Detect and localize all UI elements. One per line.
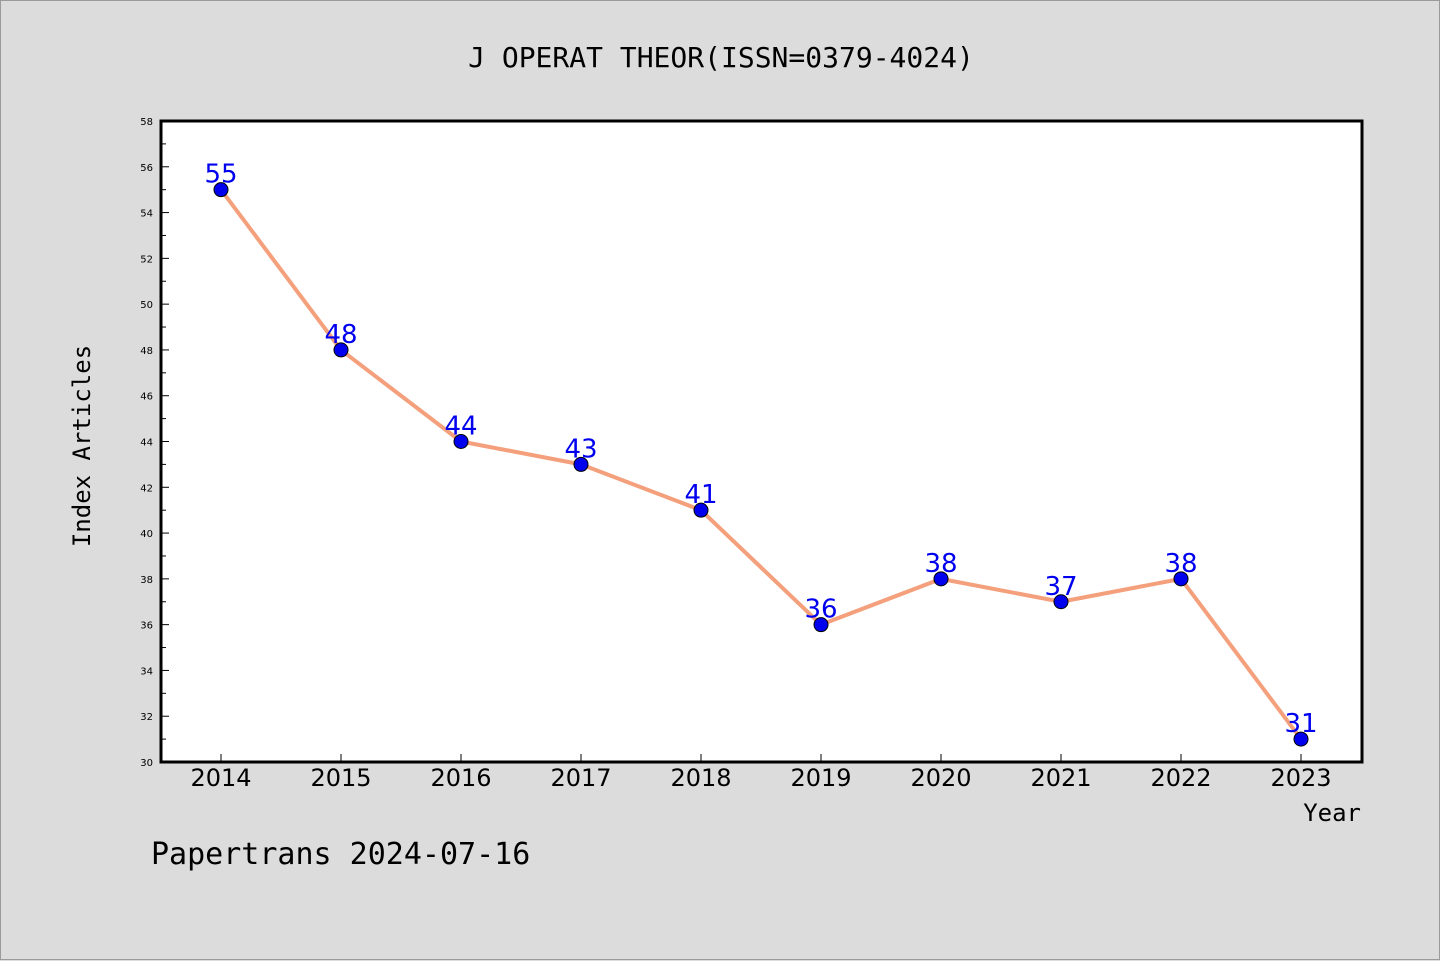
- y-tick-label: 38: [140, 575, 153, 586]
- x-axis: 2014 2015 2016 2017 2018 2019 2020 2021 2022 2023: [190, 754, 1332, 792]
- data-label: 31: [1284, 709, 1317, 739]
- data-points: [213, 182, 1309, 747]
- data-point: [573, 456, 589, 472]
- data-label: 38: [924, 549, 957, 579]
- data-point: [693, 502, 709, 518]
- y-tick-label: 36: [140, 621, 153, 632]
- y-tick-label: 58: [140, 117, 153, 128]
- data-label: 55: [204, 160, 237, 190]
- series-line: [219, 188, 1303, 741]
- y-tick-label: 46: [140, 392, 153, 403]
- data-point: [1053, 594, 1069, 610]
- x-tick-label: 2019: [790, 764, 851, 792]
- data-label: 43: [564, 434, 597, 464]
- data-point: [813, 617, 829, 633]
- x-tick-label: 2017: [550, 764, 611, 792]
- y-tick-label: 48: [140, 346, 153, 357]
- data-label: 38: [1164, 549, 1197, 579]
- data-labels: 55 48 44 43 41 36 38 37 38 31: [204, 160, 1317, 739]
- y-axis: 30 32 34 36 38 40 42 44 46 48 50 52 54 56 58: [140, 117, 169, 769]
- footer-stamp: Papertrans 2024-07-16: [151, 837, 530, 872]
- data-label: 44: [444, 412, 477, 442]
- plot-area: [159, 119, 1364, 764]
- x-tick-label: 2020: [910, 764, 971, 792]
- y-tick-label: 40: [140, 529, 153, 540]
- x-axis-label: Year: [1303, 799, 1361, 827]
- data-point: [213, 182, 229, 198]
- x-tick-label: 2016: [430, 764, 491, 792]
- y-axis-label: Index Articles: [68, 345, 96, 547]
- data-point: [453, 434, 469, 449]
- y-tick-label: 42: [140, 483, 153, 494]
- y-tick-label: 50: [140, 300, 153, 311]
- data-point: [1173, 571, 1189, 587]
- data-point: [933, 571, 949, 587]
- y-tick-label: 30: [140, 758, 153, 769]
- x-tick-label: 2014: [190, 764, 251, 792]
- data-label: 36: [804, 595, 837, 625]
- data-point: [1293, 731, 1309, 747]
- x-tick-label: 2018: [670, 764, 731, 792]
- data-point: [333, 342, 349, 358]
- x-tick-label: 2023: [1270, 764, 1331, 792]
- y-tick-label: 34: [140, 666, 153, 677]
- x-tick-label: 2021: [1030, 764, 1091, 792]
- data-label: 41: [684, 480, 717, 510]
- y-tick-label: 56: [140, 163, 153, 174]
- y-tick-label: 44: [140, 438, 153, 449]
- y-tick-label: 32: [140, 712, 153, 723]
- chart-title: J OPERAT THEOR(ISSN=0379-4024): [468, 41, 974, 74]
- x-tick-label: 2015: [310, 764, 371, 792]
- x-tick-label: 2022: [1150, 764, 1211, 792]
- data-label: 48: [324, 320, 357, 350]
- data-label: 37: [1044, 572, 1077, 602]
- y-tick-label: 52: [140, 254, 153, 265]
- y-tick-label: 54: [140, 209, 153, 220]
